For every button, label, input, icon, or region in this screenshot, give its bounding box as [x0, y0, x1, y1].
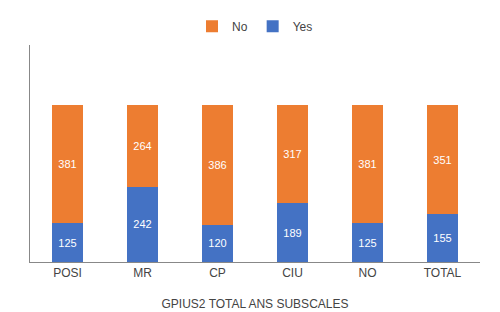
- svg-text:MR: MR: [133, 266, 152, 280]
- svg-text:317: 317: [283, 148, 301, 160]
- svg-text:264: 264: [133, 140, 151, 152]
- svg-text:CIU: CIU: [282, 266, 303, 280]
- svg-text:125: 125: [58, 237, 76, 249]
- svg-text:155: 155: [433, 232, 451, 244]
- svg-text:386: 386: [208, 159, 226, 171]
- svg-text:NO: NO: [359, 266, 377, 280]
- svg-text:POSI: POSI: [53, 266, 82, 280]
- svg-text:CP: CP: [209, 266, 226, 280]
- svg-text:No: No: [232, 20, 248, 34]
- svg-text:189: 189: [283, 227, 301, 239]
- svg-text:TOTAL: TOTAL: [424, 266, 462, 280]
- svg-text:Yes: Yes: [293, 20, 313, 34]
- svg-text:242: 242: [133, 218, 151, 230]
- svg-text:GPIUS2 TOTAL ANS SUBSCALES: GPIUS2 TOTAL ANS SUBSCALES: [162, 297, 349, 311]
- svg-text:381: 381: [58, 158, 76, 170]
- svg-text:120: 120: [208, 237, 226, 249]
- svg-text:125: 125: [358, 237, 376, 249]
- svg-text:351: 351: [433, 154, 451, 166]
- svg-text:381: 381: [358, 158, 376, 170]
